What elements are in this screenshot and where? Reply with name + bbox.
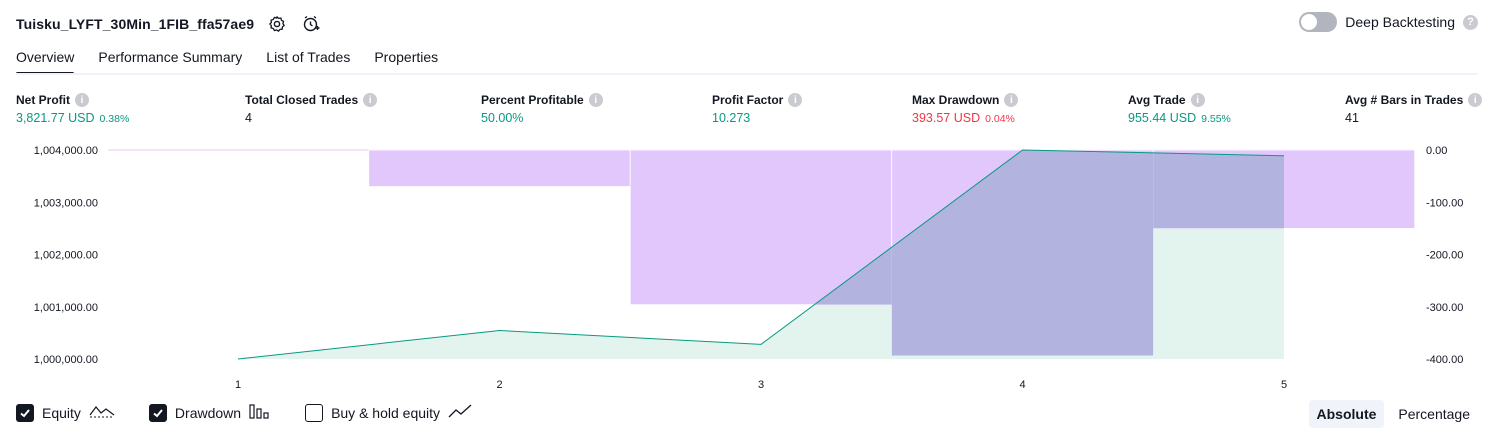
equity-drawdown-chart[interactable]: 1,004,000.00 1,003,000.00 1,002,000.00 1,00… [0,138,1494,396]
info-icon[interactable]: i [788,93,803,107]
metric-label: Total Closed Trades [245,93,359,107]
legend-buy-hold-label: Buy & hold equity [331,404,441,421]
legend-equity[interactable]: Equity [16,403,115,422]
metric-avg-bars-in-trades: Avg # Bars in Trades i 41 [1345,93,1483,125]
equity-checkbox[interactable] [16,403,34,422]
metric-percent: 9.55% [1201,113,1231,125]
metric-value: 50.00% [481,111,524,125]
add-alert-icon[interactable] [300,13,322,35]
drawdown-tick-label: -400.00 [1426,354,1463,366]
metric-profit-factor: Profit Factor i 10.273 [712,93,803,125]
buy-hold-checkbox[interactable] [305,403,324,422]
help-icon[interactable]: ? [1463,14,1478,30]
legend-buy-hold[interactable]: Buy & hold equity [305,403,472,422]
metric-label: Profit Factor [712,93,784,107]
metric-label: Net Profit [16,93,70,107]
toggle-knob [1301,14,1318,30]
info-icon[interactable]: i [75,93,89,107]
legend-equity-label: Equity [42,404,81,421]
drawdown-overlap-4 [1153,150,1284,229]
tab-bar: Overview Performance Summary List of Tra… [16,44,439,75]
info-icon[interactable]: i [363,93,378,107]
metric-value: 3,821.77 USD [16,111,95,125]
info-icon[interactable]: i [1468,93,1483,107]
gear-icon[interactable] [266,13,288,35]
x-tick-label: 1 [235,379,241,391]
tab-list-of-trades[interactable]: List of Trades [266,49,351,65]
metric-label: Avg # Bars in Trades [1345,93,1464,107]
metric-value: 955.44 USD [1128,111,1197,125]
drawdown-tick-label: -100.00 [1426,197,1463,209]
metric-value: 41 [1345,111,1359,125]
legend-drawdown[interactable]: Drawdown [148,403,271,422]
equity-tick-label: 1,000,000.00 [34,354,98,366]
legend-drawdown-label: Drawdown [174,404,242,421]
tabs-divider [16,73,1478,75]
x-tick-label: 4 [1019,379,1025,391]
drawdown-bars-icon [249,403,271,422]
metric-value: 393.57 USD [912,111,981,125]
metric-max-drawdown: Max Drawdown i 393.57 USD 0.04% [912,93,1019,125]
drawdown-tick-label: -300.00 [1426,302,1463,314]
info-icon[interactable]: i [588,93,603,107]
metric-avg-trade: Avg Trade i 955.44 USD 9.55% [1128,93,1231,125]
metric-value: 4 [245,111,252,125]
x-tick-label: 2 [496,379,502,391]
metric-total-closed-trades: Total Closed Trades i 4 [245,93,378,125]
equity-tick-label: 1,002,000.00 [34,250,98,262]
equity-tick-label: 1,001,000.00 [34,302,98,314]
strategy-header: Tuisku_LYFT_30Min_1FIB_ffa57ae9 [16,12,322,36]
deep-backtesting: Deep Backtesting ? [1299,12,1478,32]
metric-net-profit: Net Profit i 3,821.77 USD 0.38% [16,93,129,125]
buy-hold-line-icon [448,403,472,422]
drawdown-checkbox[interactable] [148,403,167,422]
equity-tick-label: 1,003,000.00 [34,197,98,209]
equity-line-icon [89,403,115,422]
percentage-button[interactable]: Percentage [1398,406,1470,422]
metric-percent-profitable: Percent Profitable i 50.00% [481,93,603,125]
metric-percent: 0.04% [985,113,1015,125]
info-icon[interactable]: i [1004,93,1019,107]
deep-backtesting-toggle[interactable] [1299,12,1338,32]
absolute-button[interactable]: Absolute [1308,400,1385,428]
x-tick-label: 5 [1281,379,1287,391]
tab-performance-summary[interactable]: Performance Summary [98,49,243,65]
metric-label: Percent Profitable [481,93,584,107]
tab-overview[interactable]: Overview [16,44,75,75]
info-icon[interactable]: i [1190,93,1205,107]
metric-value: 10.273 [712,111,751,125]
metrics-row: Net Profit i 3,821.77 USD 0.38% Total Clos… [16,93,1483,133]
metric-label: Max Drawdown [912,93,1000,107]
strategy-title: Tuisku_LYFT_30Min_1FIB_ffa57ae9 [16,16,255,32]
drawdown-tick-label: -200.00 [1426,250,1463,262]
x-tick-label: 3 [758,379,764,391]
deep-backtesting-label: Deep Backtesting [1345,14,1455,30]
metric-percent: 0.38% [99,113,130,125]
metric-label: Avg Trade [1128,93,1186,107]
drawdown-bar-1 [368,149,631,187]
drawdown-bar-2 [629,149,893,306]
value-mode-switch: Absolute Percentage [1308,400,1479,428]
equity-tick-label: 1,004,000.00 [34,145,98,157]
tab-properties[interactable]: Properties [374,49,439,65]
chart-legend: Equity Drawdown Buy & hold equity [16,403,506,422]
drawdown-tick-label: 0.00 [1426,145,1447,157]
